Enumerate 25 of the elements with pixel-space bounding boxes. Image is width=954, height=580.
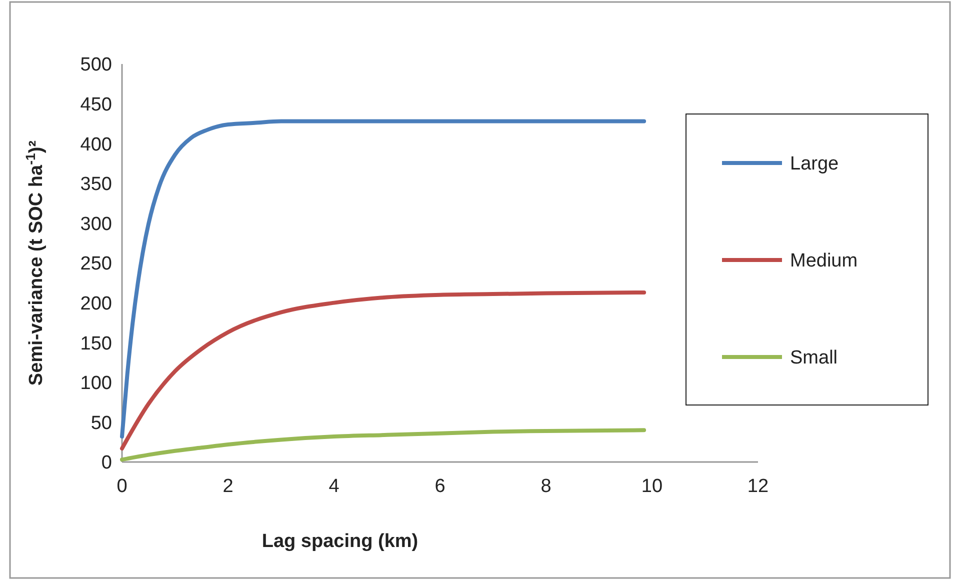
y-tick-label: 400 (80, 134, 112, 156)
line-series (120, 119, 646, 439)
legend-label: Small (790, 348, 838, 369)
line-series (120, 428, 646, 462)
y-tick-label: 50 (90, 412, 112, 434)
y-tick-label: 100 (80, 373, 112, 394)
line-series (120, 290, 646, 450)
y-tick-label: 300 (80, 214, 112, 235)
x-tick-label: 0 (116, 476, 128, 497)
y-tick-label: 0 (101, 452, 112, 474)
y-tick-label: 150 (80, 333, 112, 354)
x-tick-label: 4 (328, 476, 340, 497)
y-tick-label: 450 (80, 94, 112, 116)
y-tick-label: 350 (80, 174, 112, 196)
y-tick-label: 500 (80, 54, 112, 76)
y-tick-label: 200 (80, 293, 112, 314)
x-axis-title: Lag spacing (km) (262, 531, 418, 552)
legend-label: Large (790, 154, 839, 175)
x-tick-label: 12 (747, 476, 769, 497)
y-tick-label: 250 (80, 254, 112, 275)
x-tick-label: 10 (641, 476, 663, 497)
x-tick-label: 8 (540, 476, 552, 497)
x-tick-label: 6 (434, 476, 446, 497)
x-tick-label: 2 (222, 476, 234, 497)
legend-label: Medium (790, 250, 858, 272)
